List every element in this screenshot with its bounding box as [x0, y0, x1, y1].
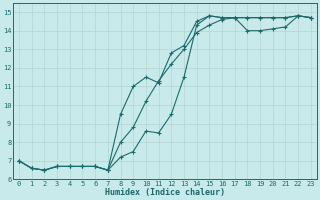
X-axis label: Humidex (Indice chaleur): Humidex (Indice chaleur)	[105, 188, 225, 197]
